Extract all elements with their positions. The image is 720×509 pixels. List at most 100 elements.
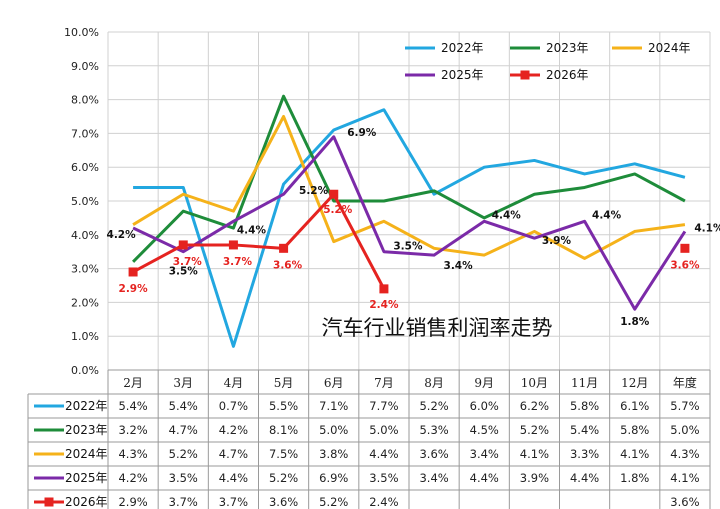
data-label: 4.1% <box>694 222 720 234</box>
table-cell: 3.3% <box>570 447 599 461</box>
table-cell: 0.7% <box>219 399 248 413</box>
data-label: 3.4% <box>444 260 474 272</box>
table-cell: 4.3% <box>118 447 147 461</box>
y-tick-label: 9.0% <box>71 60 99 73</box>
table-cell: 5.0% <box>369 423 398 437</box>
legend-label: 2022年 <box>441 41 484 55</box>
table-cell: 4.7% <box>169 423 198 437</box>
table-header: 年度 <box>673 375 697 390</box>
chart-grid <box>107 31 711 371</box>
table-cell: 5.2% <box>269 471 298 485</box>
table-cell: 5.2% <box>169 447 198 461</box>
table-cell: 6.0% <box>470 399 499 413</box>
point-2026年 <box>228 240 238 250</box>
table-header: 7月 <box>374 376 394 390</box>
legend-label: 2025年 <box>441 68 484 82</box>
row-name: 2023年 <box>65 423 108 437</box>
legend-label: 2024年 <box>648 41 691 55</box>
point-2026年 <box>128 267 138 277</box>
legend-label: 2026年 <box>546 68 589 82</box>
table-cell: 4.5% <box>470 423 499 437</box>
table-cell: 4.4% <box>470 471 499 485</box>
data-label: 3.6% <box>273 259 303 271</box>
data-label: 3.7% <box>173 256 203 268</box>
series-lines <box>128 94 690 348</box>
data-label: 4.4% <box>592 209 622 221</box>
table-cell: 4.2% <box>118 471 147 485</box>
series-line-2026年 <box>132 192 386 290</box>
legend: 2022年 2023年 2024年 2025年 2026年 <box>405 41 691 82</box>
point-2026年 <box>178 240 188 250</box>
series-line-2022年 <box>133 108 686 348</box>
table-cell: 5.3% <box>419 423 448 437</box>
table-cell: 5.4% <box>118 399 147 413</box>
data-table: 2月 3月 4月 5月 6月 7月 8月 9月 10月 11月 12月 年度 2022年 5.4% 5.4%… <box>27 369 711 509</box>
table-cell: 3.2% <box>118 423 147 437</box>
row-name: 2024年 <box>65 447 108 461</box>
point-2026年 <box>279 243 289 253</box>
table-cell: 4.4% <box>369 447 398 461</box>
data-label: 2.9% <box>119 283 149 295</box>
data-label: 4.4% <box>237 224 267 236</box>
table-cell: 3.9% <box>520 471 549 485</box>
row-marker <box>44 497 54 507</box>
table-cell: 6.2% <box>520 399 549 413</box>
data-label: 4.4% <box>492 209 522 221</box>
point-2026年 <box>680 243 690 253</box>
table-cell: 3.6% <box>670 495 699 509</box>
table-cell: 3.5% <box>169 471 198 485</box>
data-label: 3.5% <box>393 241 423 253</box>
table-cell: 3.6% <box>269 495 298 509</box>
table-header: 6月 <box>324 376 344 390</box>
table-cell: 5.2% <box>419 399 448 413</box>
y-tick-label: 3.0% <box>71 263 99 276</box>
table-header: 5月 <box>274 376 294 390</box>
table-cell: 2.9% <box>118 495 147 509</box>
table-header: 3月 <box>173 376 193 390</box>
table-header: 11月 <box>571 376 598 390</box>
table-cell: 5.2% <box>520 423 549 437</box>
table-cell: 3.5% <box>369 471 398 485</box>
table-cell: 4.2% <box>219 423 248 437</box>
table-cell: 2.4% <box>369 495 398 509</box>
table-cell: 4.7% <box>219 447 248 461</box>
table-cell: 3.6% <box>419 447 448 461</box>
y-tick-label: 10.0% <box>64 26 99 39</box>
table-cell: 7.5% <box>269 447 298 461</box>
table-cell: 6.1% <box>620 399 649 413</box>
table-cell: 3.4% <box>419 471 448 485</box>
table-cell: 7.1% <box>319 399 348 413</box>
table-cell: 1.8% <box>620 471 649 485</box>
table-cell: 5.0% <box>319 423 348 437</box>
table-header: 9月 <box>474 376 494 390</box>
table-cell: 4.4% <box>219 471 248 485</box>
table-cell: 5.5% <box>269 399 298 413</box>
table-cell: 5.8% <box>620 423 649 437</box>
data-label: 3.5% <box>169 266 199 278</box>
table-header: 8月 <box>424 376 444 390</box>
table-cell: 5.8% <box>570 399 599 413</box>
legend-marker <box>520 70 530 80</box>
table-cell: 8.1% <box>269 423 298 437</box>
y-tick-label: 8.0% <box>71 94 99 107</box>
data-label: 5.2% <box>299 185 329 197</box>
y-tick-label: 5.0% <box>71 195 99 208</box>
table-header: 2月 <box>123 376 143 390</box>
data-label: 3.9% <box>542 235 572 247</box>
table-cell: 3.4% <box>470 447 499 461</box>
data-label: 5.2% <box>323 204 353 216</box>
row-name: 2026年 <box>65 495 108 509</box>
table-cell: 3.8% <box>319 447 348 461</box>
y-tick-label: 7.0% <box>71 127 99 140</box>
point-2026年 <box>379 284 389 294</box>
data-label: 4.2% <box>107 229 137 241</box>
table-cell: 4.1% <box>620 447 649 461</box>
row-name: 2022年 <box>65 399 108 413</box>
point-2026年 <box>329 189 339 199</box>
table-cell: 3.7% <box>219 495 248 509</box>
table-cell: 5.7% <box>670 399 699 413</box>
y-tick-label: 4.0% <box>71 229 99 242</box>
series-line-2025年 <box>132 135 687 311</box>
table-header: 12月 <box>621 376 648 390</box>
